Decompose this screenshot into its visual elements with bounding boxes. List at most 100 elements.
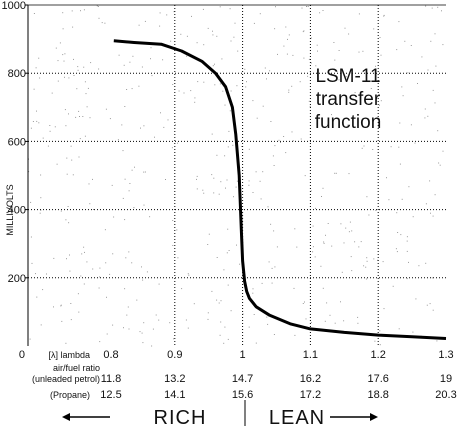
speckle [348,173,350,175]
speckle [335,172,337,174]
speckle [308,58,310,60]
speckle [141,332,143,334]
speckle [79,116,80,117]
speckle [65,342,67,344]
speckle [223,269,225,271]
speckle [303,57,305,59]
speckle [38,57,40,59]
speckle [134,166,135,168]
speckle [129,183,131,184]
speckle [400,234,402,236]
speckle [229,110,231,112]
speckle [320,265,322,267]
speckle [291,131,293,133]
speckle [412,216,414,218]
speckle [170,40,172,42]
speckle [379,37,381,38]
speckle [360,241,362,243]
speckle [83,246,85,248]
speckle [334,172,336,174]
speckle [33,88,35,90]
speckle [224,155,226,157]
speckle [434,33,436,35]
speckle [178,90,180,92]
speckle [218,302,220,304]
speckle [214,63,215,65]
speckle [235,186,237,188]
speckle [207,318,209,320]
speckle [291,85,293,87]
speckle [154,136,155,138]
speckle [222,90,224,92]
speckle [33,13,35,14]
speckle [131,262,133,264]
speckle [280,142,281,143]
speckle [398,328,400,330]
speckle [345,227,347,229]
speckle [225,187,226,189]
speckle [136,299,138,301]
speckle [236,180,238,182]
speckle [196,175,198,177]
x-tick-label: 1 [240,349,246,361]
speckle [347,124,349,126]
speckle [392,285,394,287]
speckle [133,207,135,209]
x-row-label: (Propane) [50,390,90,400]
speckle [219,83,221,85]
speckle [84,251,85,253]
speckle [141,66,143,68]
speckle [261,282,263,284]
speckle [47,145,49,147]
speckle [185,319,187,321]
y-tick-label: 800 [8,68,26,80]
speckle [248,180,250,182]
speckle [29,338,31,340]
speckle [93,209,94,210]
speckle [53,257,55,259]
speckle [230,90,232,92]
speckle [213,177,215,179]
rich-label: RICH [154,407,207,426]
speckle [196,188,198,190]
speckle [196,42,198,44]
speckle [379,330,381,332]
speckle [252,100,254,102]
speckle [340,94,342,95]
speckle [312,251,314,253]
speckle [49,130,51,132]
speckle [310,190,312,192]
speckle [128,190,130,192]
speckle [351,230,353,232]
speckle [111,184,113,186]
speckle [109,273,111,275]
x-tick-label: 0.9 [167,349,182,361]
speckle [262,105,264,107]
speckle [177,257,179,259]
speckle [118,54,120,56]
speckle [218,193,220,195]
rich-lean-indicator: RICH LEAN [62,400,378,426]
speckle [380,100,382,102]
speckle [60,304,62,306]
speckle [227,146,229,148]
x-row-label: air/fuel ratio [53,363,100,373]
speckle [264,67,266,69]
x-tick-label: 0.8 [103,349,118,361]
speckle [236,85,238,87]
speckle [40,197,42,199]
speckle [333,42,335,43]
speckle [69,254,70,256]
speckle [374,340,376,342]
speckle [427,115,429,117]
speckle [401,198,403,200]
speckle [438,162,440,164]
speckle [273,230,275,232]
speckle [77,69,79,71]
speckle [54,126,56,128]
speckle [274,266,276,268]
speckle [229,8,231,10]
speckle [220,321,222,323]
y-tick-label: 1000 [2,0,26,12]
speckle [429,180,431,182]
